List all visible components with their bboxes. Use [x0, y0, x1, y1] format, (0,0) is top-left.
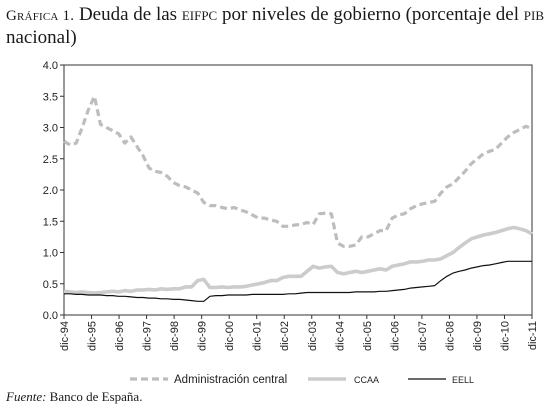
x-tick-label: dic-09 — [472, 321, 484, 351]
x-tick-label: dic-98 — [169, 321, 181, 351]
source-note: Fuente: Banco de España. — [6, 389, 142, 405]
x-tick-label: dic-96 — [114, 321, 126, 351]
series-line-administración-central — [63, 94, 533, 248]
y-tick-label: 0.0 — [43, 310, 58, 322]
y-tick-label: 4.0 — [43, 60, 58, 72]
title-text-3: nacional) — [6, 27, 77, 48]
x-tick-label: dic-05 — [362, 321, 374, 351]
x-tick-label: dic-97 — [142, 321, 154, 351]
y-tick-label: 1.5 — [43, 216, 58, 228]
x-tick-label: dic-04 — [334, 321, 346, 351]
x-tick-label: dic-02 — [279, 321, 291, 351]
x-tick-label: dic-01 — [252, 321, 264, 351]
x-tick-label: dic-07 — [417, 321, 429, 351]
x-tick-label: dic-11 — [527, 321, 539, 350]
source-label: Fuente: — [6, 389, 47, 404]
y-tick-label: 1.0 — [43, 248, 58, 260]
x-tick-label: dic-06 — [389, 321, 401, 351]
x-tick-label: dic-99 — [197, 321, 209, 351]
legend-label: Administración central — [174, 374, 287, 386]
figure-label: Gráfica 1. — [6, 8, 75, 24]
legend-label: EELL — [452, 375, 474, 385]
y-tick-label: 2.0 — [43, 185, 58, 197]
legend-label: CCAA — [354, 375, 379, 385]
y-tick-label: 3.5 — [43, 91, 58, 103]
x-tick-label: dic-00 — [224, 321, 236, 351]
title-acronym-1: eifpc — [181, 4, 218, 25]
source-text: Banco de España. — [46, 389, 143, 404]
x-tick-label: dic-03 — [307, 321, 319, 351]
x-tick-label: dic-94 — [59, 321, 71, 351]
x-tick-label: dic-95 — [87, 321, 99, 351]
y-tick-label: 2.5 — [43, 154, 58, 166]
x-tick-label: dic-08 — [444, 321, 456, 351]
title-acronym-2: pib — [523, 4, 544, 25]
title-text-1: Deuda de las — [78, 4, 182, 25]
chart-title: Gráfica 1. Deuda de las eifpc por nivele… — [6, 4, 554, 48]
title-text-2: por niveles de gobierno (porcentaje del — [217, 4, 524, 25]
y-tick-label: 0.5 — [43, 279, 58, 291]
series-line-eell — [64, 260, 532, 302]
y-tick-label: 3.0 — [43, 123, 58, 135]
x-tick-label: dic-10 — [499, 321, 511, 351]
series-line-ccaa — [63, 225, 533, 295]
